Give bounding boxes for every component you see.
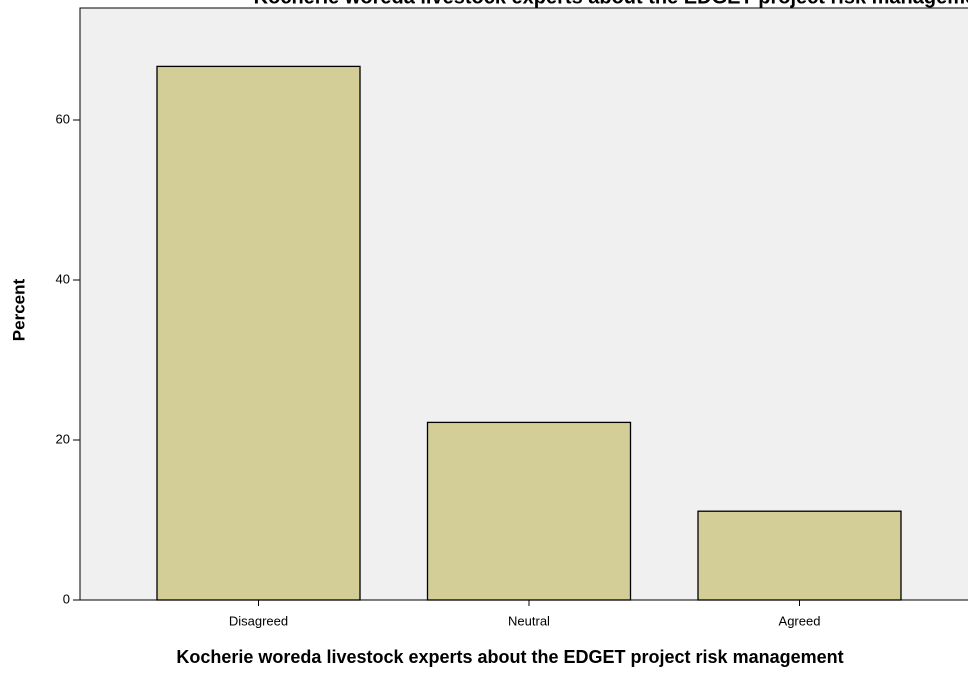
chart-title: Kocherie woreda livestock experts about …: [254, 0, 968, 8]
x-axis-title: Kocherie woreda livestock experts about …: [176, 647, 844, 667]
x-tick-label: Disagreed: [229, 613, 288, 628]
x-tick-label: Neutral: [508, 613, 550, 628]
bar: [156, 65, 361, 601]
y-tick-label: 20: [56, 431, 70, 446]
y-axis-title: Percent: [9, 278, 28, 341]
bar: [697, 510, 902, 601]
bar: [426, 421, 632, 601]
y-tick-label: 40: [56, 271, 70, 286]
y-tick-label: 0: [63, 591, 70, 606]
x-tick-label: Agreed: [779, 613, 821, 628]
y-tick-label: 60: [56, 111, 70, 126]
